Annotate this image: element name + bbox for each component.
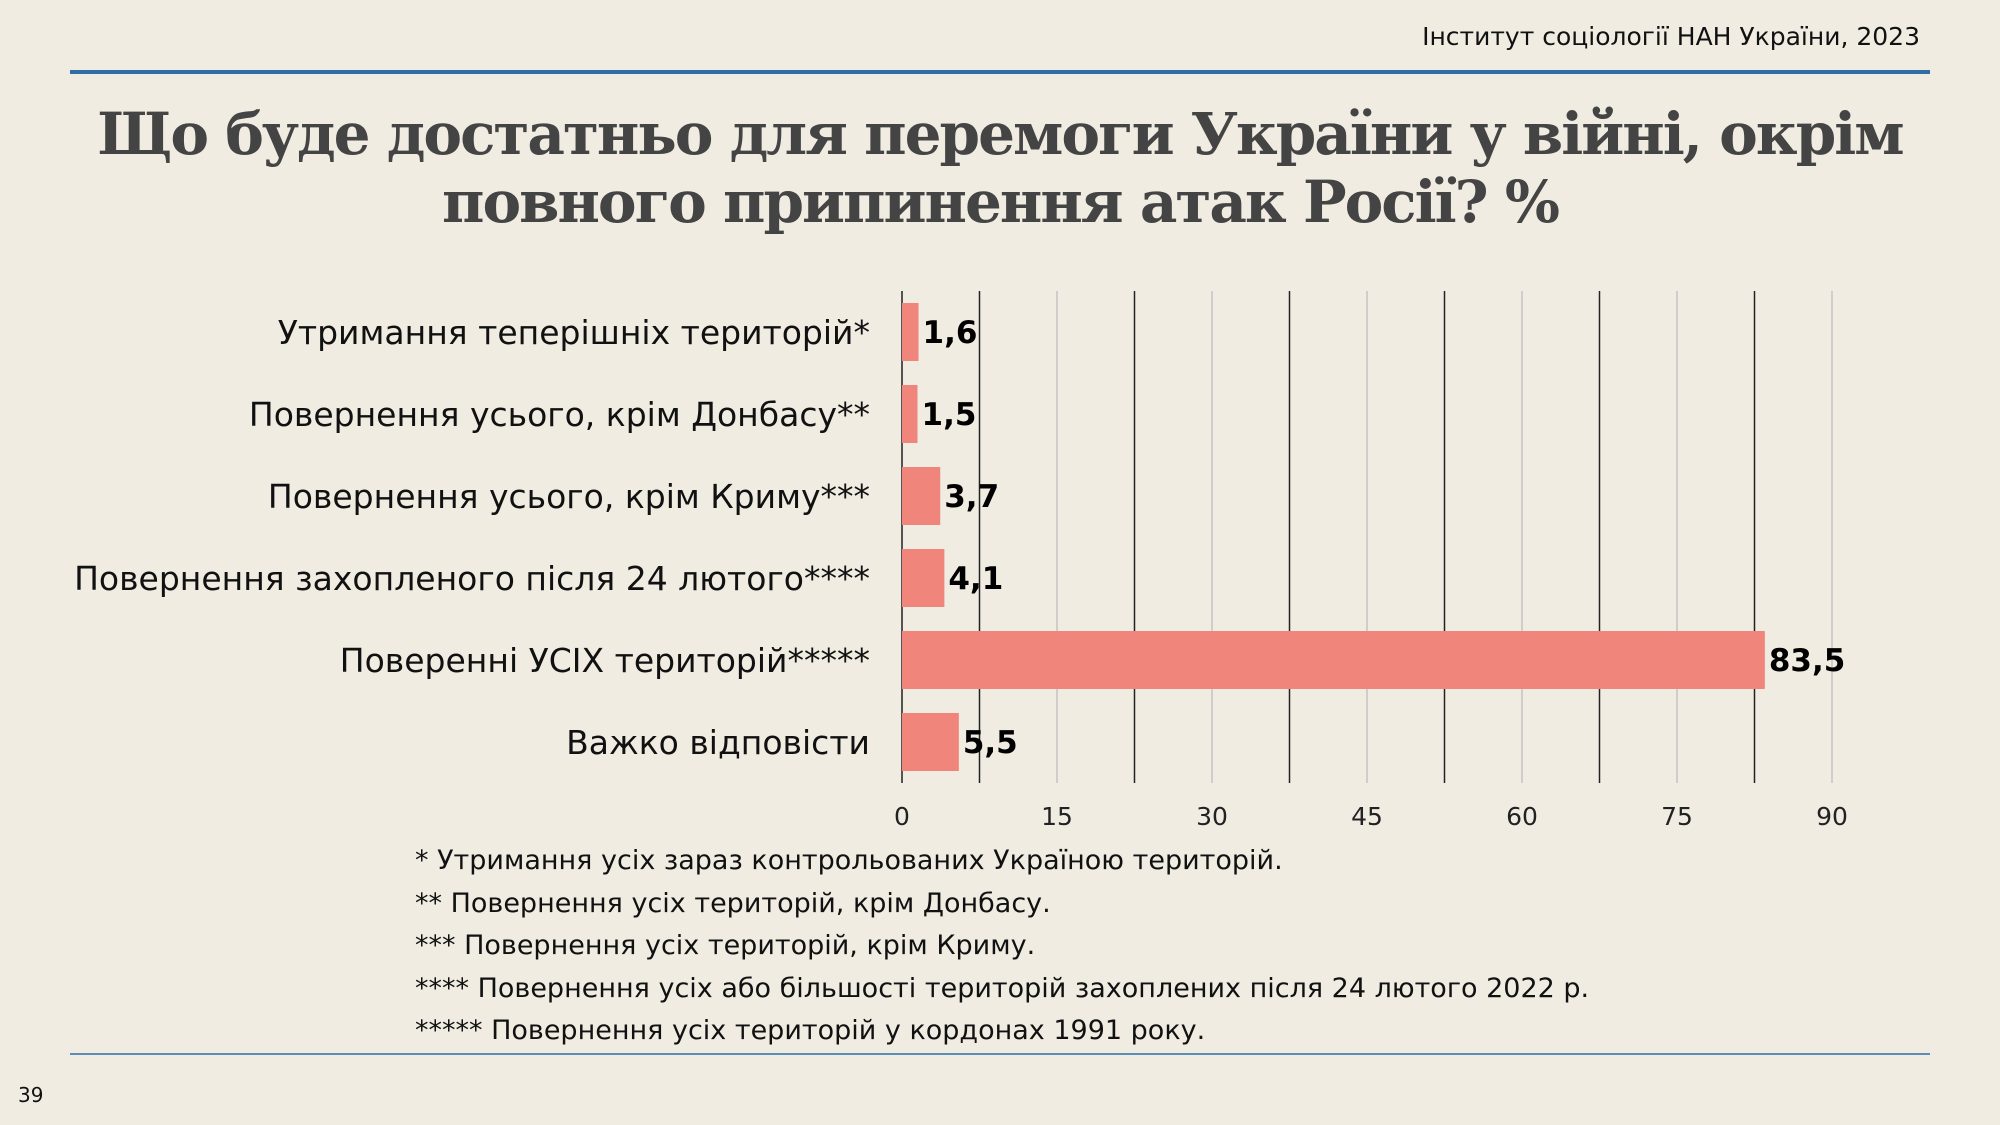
category-label: Поверенні УСІХ територій***** bbox=[340, 641, 870, 680]
footnote: * Утримання усіх зараз контрольованих Ук… bbox=[415, 845, 1283, 876]
category-label: Утримання теперішніх територій* bbox=[278, 313, 870, 352]
footer-rule bbox=[70, 1053, 1930, 1055]
data-label: 1,5 bbox=[922, 397, 977, 433]
footnote: ***** Повернення усіх територій у кордон… bbox=[415, 1015, 1206, 1046]
footnote: **** Повернення усіх або більшості терит… bbox=[415, 972, 1590, 1004]
data-label: 4,1 bbox=[948, 561, 1003, 597]
footnote: ** Повернення усіх територій, крім Донба… bbox=[415, 887, 1051, 919]
x-tick-label: 45 bbox=[1351, 802, 1383, 831]
x-tick-label: 90 bbox=[1816, 802, 1848, 831]
source-label: Інститут соціології НАН України, 2023 bbox=[1422, 22, 1920, 51]
bar bbox=[902, 713, 959, 771]
bar bbox=[902, 303, 919, 361]
data-label: 1,6 bbox=[923, 315, 978, 351]
page-number: 39 bbox=[18, 1083, 44, 1107]
data-label: 3,7 bbox=[944, 479, 999, 515]
page-title: Що буде достатньо для перемоги України у… bbox=[0, 100, 2000, 236]
bar bbox=[902, 385, 918, 443]
category-label: Повернення захопленого після 24 лютого**… bbox=[74, 559, 870, 598]
bar bbox=[902, 467, 941, 525]
title-line-1: Що буде достатньо для перемоги України у… bbox=[97, 100, 1904, 168]
data-label: 83,5 bbox=[1769, 643, 1846, 679]
data-label: 5,5 bbox=[963, 725, 1018, 761]
x-tick-label: 60 bbox=[1506, 802, 1538, 831]
category-label: Важко відповісти bbox=[566, 723, 870, 762]
bar bbox=[902, 631, 1765, 689]
x-tick-label: 15 bbox=[1041, 802, 1073, 831]
title-line-2: повного припинення атак Росії? % bbox=[442, 168, 1560, 236]
bar bbox=[902, 549, 945, 607]
x-tick-label: 0 bbox=[894, 802, 910, 831]
x-tick-label: 30 bbox=[1196, 802, 1228, 831]
category-label: Повернення усього, крім Донбасу** bbox=[249, 395, 870, 434]
x-tick-label: 75 bbox=[1661, 802, 1693, 831]
category-label: Повернення усього, крім Криму*** bbox=[268, 477, 870, 516]
footnote: *** Повернення усіх територій, крім Крим… bbox=[415, 930, 1036, 961]
header-rule bbox=[70, 70, 1930, 74]
footnotes: * Утримання усіх зараз контрольованих Ук… bbox=[415, 840, 1589, 1053]
